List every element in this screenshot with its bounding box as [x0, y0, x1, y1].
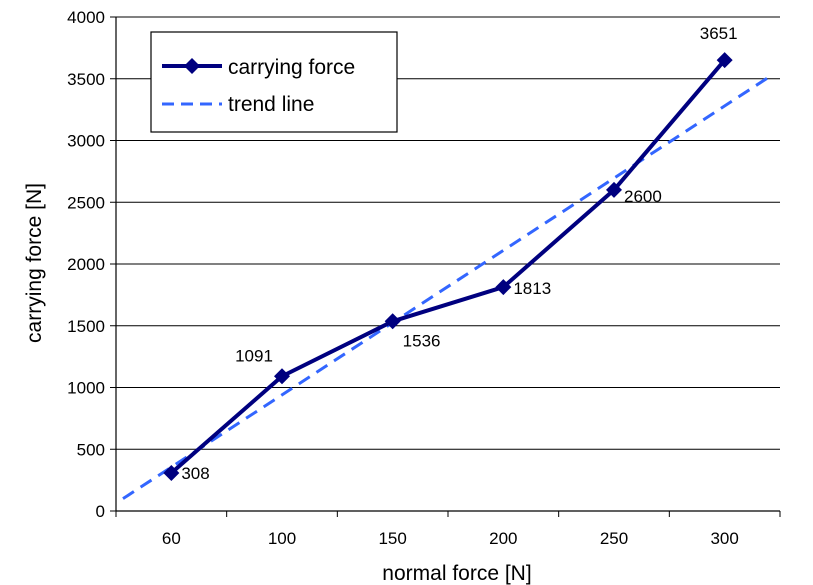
legend-carrying-force-label: carrying force — [228, 56, 355, 79]
legend: carrying force trend line — [150, 31, 398, 133]
data-point-marker-150 — [384, 313, 401, 330]
axes — [110, 16, 781, 517]
y-tick-label-500: 500 — [77, 440, 105, 459]
y-tick-label-0: 0 — [96, 502, 105, 521]
legend-carrying-force-marker — [184, 58, 200, 74]
y-tick-labels: 0 500 1000 1500 2000 2500 3000 3500 4000 — [67, 8, 105, 521]
data-point-marker-250 — [606, 181, 622, 198]
legend-trend-label: trend line — [228, 93, 314, 116]
data-point-marker-100 — [274, 368, 290, 385]
y-tick-label-1000: 1000 — [67, 379, 105, 398]
y-tick-label-3000: 3000 — [67, 132, 105, 151]
y-tick-label-3500: 3500 — [67, 70, 105, 89]
data-point-marker-200 — [495, 279, 512, 296]
trend-line-group — [122, 73, 773, 500]
data-label-300: 3651 — [700, 24, 738, 43]
x-tick-label-100: 100 — [268, 529, 296, 548]
x-tick-label-300: 300 — [710, 529, 738, 548]
trend-line — [122, 73, 773, 500]
y-tick-label-4000: 4000 — [67, 8, 105, 27]
data-label-100: 1091 — [235, 346, 273, 365]
data-label-150: 1536 — [403, 331, 441, 350]
data-label-60: 308 — [181, 464, 209, 483]
x-tick-label-200: 200 — [489, 529, 517, 548]
x-tick-labels: 60 100 150 200 250 300 — [162, 529, 739, 548]
series-line-0 — [170, 58, 727, 475]
x-axis-title: normal force [N] — [382, 562, 531, 585]
x-tick-label-250: 250 — [600, 529, 628, 548]
data-point-marker-60 — [163, 464, 180, 481]
data-label-250: 2600 — [624, 187, 662, 206]
legend-box — [150, 31, 398, 133]
series-group — [163, 52, 733, 481]
data-label-200: 1813 — [513, 279, 551, 298]
y-axis-title: carrying force [N] — [23, 183, 46, 343]
x-tick-label-60: 60 — [162, 529, 181, 548]
data-labels: 308 1091 1536 1813 2600 3651 — [181, 24, 737, 483]
y-tick-label-2500: 2500 — [67, 193, 105, 212]
data-point-marker-300 — [716, 52, 733, 69]
x-tick-label-150: 150 — [378, 529, 406, 548]
y-tick-label-2000: 2000 — [67, 255, 105, 274]
y-tick-label-1500: 1500 — [67, 317, 105, 336]
